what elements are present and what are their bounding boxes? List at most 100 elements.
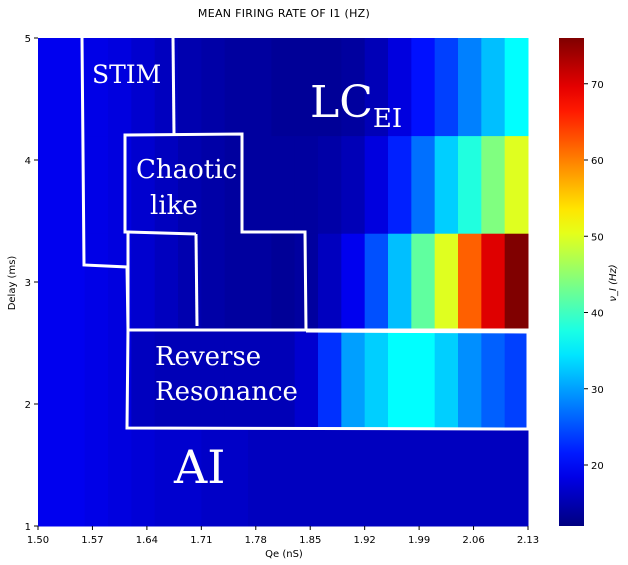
x-tick-label: 1.92 (354, 535, 376, 546)
heatmap-cell (411, 330, 436, 429)
heatmap-cell (248, 233, 272, 332)
heatmap-cell (388, 233, 412, 332)
lc-subscript-text: EI (373, 104, 402, 134)
colorbar-tick-label: 20 (591, 461, 604, 472)
heatmap-cell (108, 135, 132, 234)
heatmap-cell (411, 428, 436, 527)
heatmap-cell (481, 330, 506, 429)
heatmap-cell (38, 428, 62, 527)
heatmap-cell (411, 38, 436, 137)
heatmap-cell (84, 135, 109, 234)
colorbar-tick-label: 30 (591, 385, 604, 396)
chaotic-inner-boundary (127, 230, 197, 236)
heatmap-cell (61, 428, 86, 527)
heatmap-cell (341, 428, 366, 527)
heatmap-cell (84, 38, 109, 137)
heatmap-cell (341, 38, 366, 137)
heatmap-cell (411, 233, 436, 332)
heatmap-cell (248, 135, 272, 234)
heatmap-cell (481, 428, 506, 527)
heatmap-cell (318, 135, 342, 234)
heatmap-cell (434, 135, 459, 234)
heatmap-cell (108, 38, 132, 137)
heatmap-cell (481, 38, 506, 137)
y-tick-label: 1 (25, 522, 31, 533)
region-label-ai: AI (173, 440, 225, 494)
region-labels: STIM Chaotic like LCEI Reverse Resonance… (92, 60, 402, 494)
heatmap-cell (248, 38, 272, 137)
heatmap-cell (178, 330, 202, 429)
heatmap-cell (271, 38, 296, 137)
colorbar-title: ν_I (Hz) (608, 264, 619, 301)
heatmap-cell (108, 428, 132, 527)
heatmap-cell (84, 330, 109, 429)
heatmap-cell (154, 233, 179, 332)
x-tick-label: 2.06 (462, 535, 484, 546)
heatmap-cell (131, 233, 156, 332)
heatmap-cell (318, 330, 342, 429)
y-axis-title: Delay (ms) (7, 256, 18, 311)
region-label-resonance: Resonance (155, 377, 298, 407)
heatmap-cell (364, 330, 389, 429)
heatmap-cell (294, 135, 319, 234)
heatmap-cell (201, 38, 226, 137)
heatmap-cell (364, 38, 389, 137)
heatmap-cell (388, 330, 412, 429)
heatmap-cell (271, 428, 296, 527)
x-tick-label: 1.85 (299, 535, 321, 546)
colorbar-tick-label: 40 (591, 309, 604, 320)
x-tick-label: 1.71 (190, 535, 212, 546)
heatmap-cell (504, 233, 529, 332)
heatmap-cell (84, 428, 109, 527)
heatmap-cell (411, 135, 436, 234)
heatmap-cell (201, 135, 226, 234)
colorbar-ticks: 20 30 40 50 60 70 (584, 80, 604, 472)
x-axis-title: Qe (nS) (265, 549, 303, 560)
heatmap-cell (458, 330, 482, 429)
heatmap-cell (434, 233, 459, 332)
heatmap-cell (434, 428, 459, 527)
heatmap-cell (434, 330, 459, 429)
chart-title: MEAN FIRING RATE OF I1 (HZ) (198, 7, 370, 20)
heatmap-cell (61, 38, 86, 137)
heatmap-cell (294, 330, 319, 429)
y-tick-label: 3 (25, 278, 31, 289)
heatmap-cell (388, 135, 412, 234)
heatmap-cell (318, 428, 342, 527)
heatmap-cell (481, 233, 506, 332)
heatmap-cell (364, 135, 389, 234)
heatmap-cell (38, 135, 62, 234)
heatmap-cells (38, 38, 529, 527)
heatmap-cell (341, 330, 366, 429)
x-tick-label: 1.78 (245, 535, 267, 546)
heatmap-cell (271, 330, 296, 429)
heatmap-cell (458, 428, 482, 527)
heatmap-cell (294, 428, 319, 527)
heatmap-cell (61, 330, 86, 429)
x-tick-label: 1.64 (136, 535, 158, 546)
heatmap-cell (38, 330, 62, 429)
region-boundaries (80, 37, 530, 431)
region-label-reverse: Reverse (155, 342, 261, 372)
heatmap-cell (271, 135, 296, 234)
heatmap-cell (84, 233, 109, 332)
heatmap-cell (201, 330, 226, 429)
heatmap-cell (341, 135, 366, 234)
heatmap-cell (224, 38, 249, 137)
heatmap-cell (108, 233, 132, 332)
x-tick-label: 1.99 (408, 535, 430, 546)
heatmap-cell (458, 233, 482, 332)
colorbar-tick-label: 50 (591, 232, 604, 243)
heatmap-cell (224, 233, 249, 332)
region-label-chaotic: Chaotic (136, 155, 237, 185)
heatmap-cell (131, 330, 156, 429)
heatmap-cell (38, 38, 62, 137)
heatmap-cell (178, 135, 202, 234)
heatmap-cell (388, 38, 412, 137)
heatmap-cell (224, 428, 249, 527)
x-tick-label: 1.57 (81, 535, 103, 546)
heatmap-cell (131, 38, 156, 137)
heatmap-cell (224, 330, 249, 429)
heatmap-cell (131, 135, 156, 234)
